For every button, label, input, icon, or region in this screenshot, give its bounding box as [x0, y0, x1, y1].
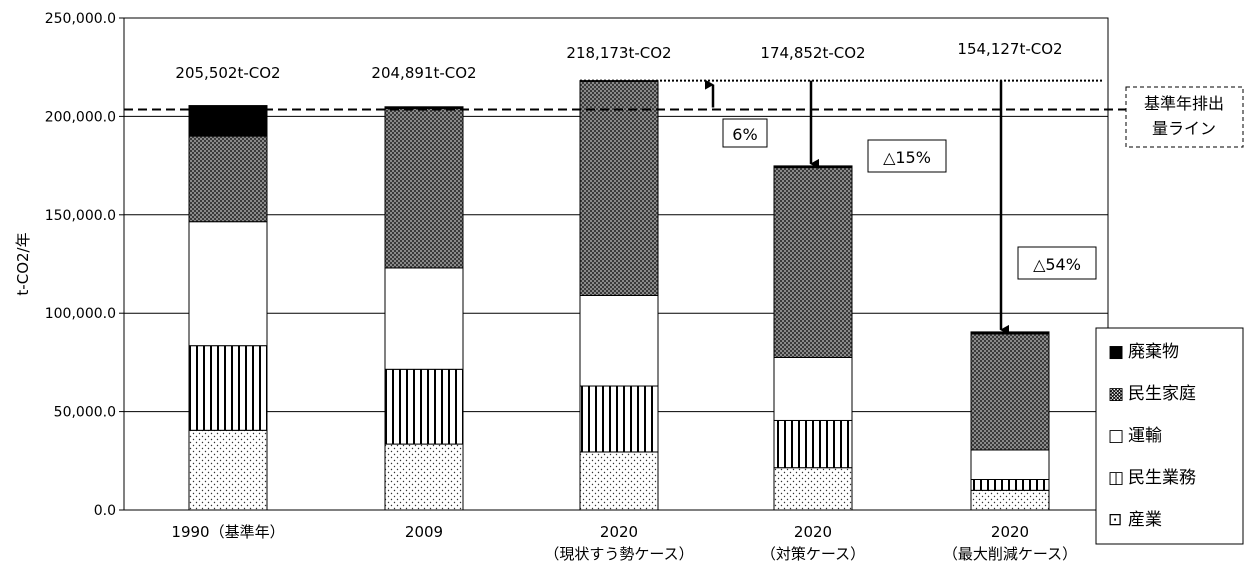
- legend-label: 民生業務: [1128, 468, 1196, 488]
- legend-marker: ◫: [1108, 468, 1124, 488]
- bar-segment: [579, 451, 659, 511]
- x-tick-label: 2020: [794, 523, 832, 541]
- y-tick-label: 0.0: [94, 503, 116, 519]
- y-tick-label: 150,000.0: [45, 208, 116, 224]
- bar-segment: [773, 165, 853, 169]
- bar-segment: [970, 478, 1050, 491]
- reference-lines-layer: [124, 79, 1244, 335]
- baseline-label-box: [1125, 86, 1244, 148]
- bar-segment: [579, 385, 659, 453]
- baseline-label: 基準年排出: [1144, 94, 1224, 113]
- legend-box: [1095, 327, 1244, 545]
- bar-segment: [970, 333, 1050, 451]
- x-tick-label: （対策ケース）: [761, 545, 865, 563]
- bar-segment: [970, 331, 1050, 335]
- bar-segment: [773, 167, 853, 358]
- legend-label: 産業: [1128, 510, 1162, 530]
- annotation-label: △54%: [1033, 255, 1081, 274]
- x-tick-label: （現状すう勢ケース）: [544, 545, 693, 563]
- annotation-box: [867, 139, 947, 173]
- legend-label: 民生家庭: [1128, 384, 1196, 404]
- total-label: 174,852t-CO2: [760, 44, 865, 62]
- bar-segment: [384, 108, 464, 269]
- legend-label: 運輸: [1128, 426, 1162, 446]
- legend-label: 廃棄物: [1128, 342, 1179, 362]
- bar-segment: [579, 294, 659, 387]
- total-label: 154,127t-CO2: [957, 40, 1062, 58]
- bar-segment: [970, 489, 1050, 511]
- bar-segment: [188, 221, 268, 347]
- y-tick-label: 250,000.0: [45, 11, 116, 27]
- total-label: 218,173t-CO2: [566, 44, 671, 62]
- bar-segment: [579, 80, 659, 296]
- bar-segment: [384, 443, 464, 511]
- annotation-label: 6%: [732, 125, 757, 144]
- y-tick-label: 50,000.0: [54, 405, 116, 421]
- bar-segment: [579, 80, 659, 82]
- bar-segment: [188, 429, 268, 511]
- legend: ■ 廃棄物 ▩ 民生家庭 □ 運輸 ◫ 民生業務 ⊡ 産業: [1095, 327, 1244, 545]
- x-tick-label: （最大削減ケース）: [943, 545, 1077, 563]
- bar-segment: [188, 105, 268, 137]
- x-tick-label: 2020: [991, 523, 1029, 541]
- bar-segment: [773, 467, 853, 511]
- bar-segment: [384, 267, 464, 370]
- baseline-label: 量ライン: [1152, 119, 1216, 138]
- y-tick-label: 200,000.0: [45, 109, 116, 125]
- bars-layer: [188, 80, 1050, 511]
- bar-segment: [384, 368, 464, 445]
- x-tick-label: 1990（基準年）: [171, 523, 284, 541]
- legend-marker: ⊡: [1108, 510, 1122, 530]
- total-label: 205,502t-CO2: [175, 64, 280, 82]
- bar-segment: [773, 419, 853, 469]
- legend-marker: ■: [1108, 342, 1124, 362]
- annotation-box: [1017, 246, 1097, 280]
- bar-segment: [384, 106, 464, 110]
- legend-marker: ▩: [1108, 384, 1124, 404]
- x-tick-label: 2020: [600, 523, 638, 541]
- bar-segment: [188, 345, 268, 431]
- annotation-label: △15%: [883, 148, 931, 167]
- total-label: 204,891t-CO2: [371, 64, 476, 82]
- bar-segment: [773, 356, 853, 421]
- x-tick-label: 2009: [405, 523, 443, 541]
- annotation-box: [722, 118, 768, 148]
- y-tick-label: 100,000.0: [45, 306, 116, 322]
- text-layer: 0.0 50,000.0 100,000.0 150,000.0 200,000.0 25…: [14, 11, 1224, 563]
- bar-segment: [188, 135, 268, 223]
- legend-marker: □: [1108, 426, 1124, 446]
- bar-segment: [970, 449, 1050, 480]
- y-axis-label: t-CO2/年: [14, 232, 32, 295]
